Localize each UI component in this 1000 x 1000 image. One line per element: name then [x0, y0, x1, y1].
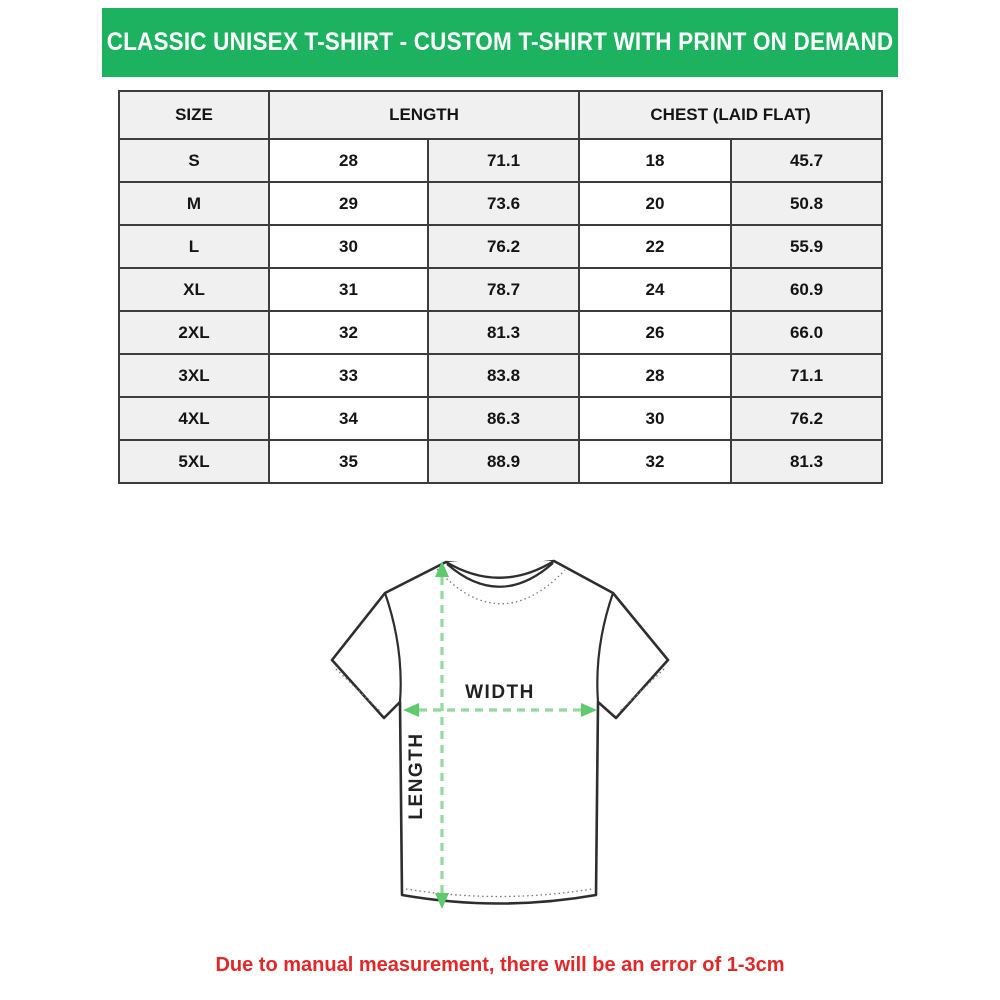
length-in-cell: 33 [268, 353, 429, 398]
chest-in-cell: 18 [578, 138, 733, 183]
chest-cm-cell: 55.9 [730, 224, 884, 269]
length-cm-cell: 83.8 [426, 353, 581, 398]
chest-cm-cell: 81.3 [730, 439, 884, 484]
chest-cm-cell: 66.0 [730, 310, 884, 355]
chest-cm-cell: 71.1 [730, 353, 884, 398]
table-row: L 30 76.2 22 55.9 [118, 224, 884, 269]
length-cm-cell: 76.2 [426, 224, 581, 269]
left-armhole-seam [383, 592, 402, 703]
right-cuff-stitch-dotted [619, 668, 665, 712]
table-row: XL 31 78.7 24 60.9 [118, 267, 884, 312]
measurement-note: Due to manual measurement, there will be… [215, 954, 785, 976]
length-label: LENGTH [406, 732, 427, 819]
chest-cm-cell: 60.9 [730, 267, 884, 312]
size-cell: XL [118, 267, 270, 312]
size-cell: L [118, 224, 270, 269]
col-header-length: LENGTH [267, 90, 581, 140]
chest-in-cell: 22 [578, 224, 733, 269]
left-cuff-stitch-dotted [335, 668, 381, 712]
table-row: M 29 73.6 20 50.8 [118, 181, 884, 226]
length-cm-cell: 81.3 [426, 310, 581, 355]
size-table: SIZE LENGTH CHEST (LAID FLAT) S 28 71.1 … [118, 90, 884, 484]
tshirt-measurement-diagram: WIDTH LENGTH [320, 548, 680, 940]
title-banner: CLASSIC UNISEX T-SHIRT - CUSTOM T-SHIRT … [102, 8, 898, 77]
size-cell: M [118, 181, 270, 226]
length-cm-cell: 71.1 [426, 138, 581, 183]
table-row: 4XL 34 86.3 30 76.2 [118, 396, 884, 441]
width-arrow-head-right [581, 703, 597, 717]
chest-in-cell: 26 [578, 310, 733, 355]
length-in-cell: 28 [268, 138, 429, 183]
length-arrow-head-top [435, 561, 449, 577]
length-cm-cell: 86.3 [426, 396, 581, 441]
length-in-cell: 31 [268, 267, 429, 312]
length-in-cell: 34 [268, 396, 429, 441]
chest-in-cell: 32 [578, 439, 733, 484]
table-row: 5XL 35 88.9 32 81.3 [118, 439, 884, 484]
length-arrow-head-bottom [435, 893, 449, 909]
length-in-cell: 30 [268, 224, 429, 269]
size-cell: 5XL [118, 439, 270, 484]
chest-in-cell: 30 [578, 396, 733, 441]
col-header-size: SIZE [118, 90, 270, 140]
page-title: CLASSIC UNISEX T-SHIRT - CUSTOM T-SHIRT … [106, 28, 894, 56]
length-in-cell: 35 [268, 439, 429, 484]
collar-outer-curve [445, 559, 555, 579]
chest-cm-cell: 50.8 [730, 181, 884, 226]
size-cell: 2XL [118, 310, 270, 355]
width-arrow-head-left [403, 703, 419, 717]
length-cm-cell: 73.6 [426, 181, 581, 226]
width-label: WIDTH [465, 682, 535, 703]
table-row: S 28 71.1 18 45.7 [118, 138, 884, 183]
length-in-cell: 32 [268, 310, 429, 355]
table-header-row: SIZE LENGTH CHEST (LAID FLAT) [118, 90, 884, 140]
size-cell: 4XL [118, 396, 270, 441]
chest-in-cell: 20 [578, 181, 733, 226]
tshirt-diagram-svg: WIDTH LENGTH [330, 559, 670, 909]
chest-in-cell: 24 [578, 267, 733, 312]
size-cell: 3XL [118, 353, 270, 398]
tshirt-outline [330, 559, 670, 905]
length-cm-cell: 78.7 [426, 267, 581, 312]
collar-inner-curve [446, 562, 554, 588]
table-row: 3XL 33 83.8 28 71.1 [118, 353, 884, 398]
chest-cm-cell: 76.2 [730, 396, 884, 441]
table-row: 2XL 32 81.3 26 66.0 [118, 310, 884, 355]
right-armhole-seam [596, 592, 615, 703]
chest-cm-cell: 45.7 [730, 138, 884, 183]
length-in-cell: 29 [268, 181, 429, 226]
length-cm-cell: 88.9 [426, 439, 581, 484]
size-cell: S [118, 138, 270, 183]
col-header-chest: CHEST (LAID FLAT) [578, 90, 884, 140]
chest-in-cell: 28 [578, 353, 733, 398]
